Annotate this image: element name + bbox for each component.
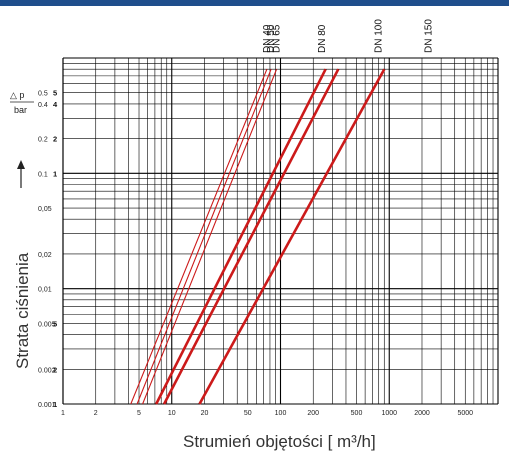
series-line-dn-80 bbox=[155, 68, 327, 405]
series-line-dn-40 bbox=[130, 68, 268, 405]
y-tick-label: 0,02 bbox=[38, 252, 52, 259]
series-label-dn-65: DN 65 bbox=[272, 24, 283, 53]
series-line-dn-65 bbox=[142, 68, 278, 405]
x-tick-label: 2000 bbox=[414, 410, 430, 417]
x-tick-label: 200 bbox=[307, 410, 319, 417]
x-tick-label: 5 bbox=[137, 410, 141, 417]
x-tick-label: 50 bbox=[244, 410, 252, 417]
y-tick-label-bold: 4 bbox=[53, 100, 58, 109]
x-tick-label: 500 bbox=[351, 410, 363, 417]
series-line-dn-50 bbox=[136, 68, 272, 405]
series-line-dn-100 bbox=[198, 68, 386, 405]
y-tick-label: 0.002 bbox=[38, 367, 56, 374]
up-arrow-icon bbox=[17, 160, 25, 188]
series-layer bbox=[130, 68, 386, 405]
y-axis-unit: bar bbox=[14, 105, 27, 115]
y-tick-label: 0,01 bbox=[38, 287, 52, 294]
series-label-dn-50: DN 50 bbox=[266, 24, 277, 53]
series-label-dn-80: DN 80 bbox=[317, 24, 328, 53]
y-tick-label: 0.4 bbox=[38, 102, 48, 109]
series-label-dn-100: DN 100 bbox=[374, 19, 385, 53]
x-tick-label: 1000 bbox=[382, 410, 398, 417]
x-axis-title: Strumień objętości [ m³/h] bbox=[183, 432, 376, 451]
y-tick-label-bold: 2 bbox=[53, 135, 57, 144]
y-tick-label-bold: 5 bbox=[53, 89, 57, 98]
series-line-unnamed-4 bbox=[162, 68, 340, 405]
y-tick-label: 0.2 bbox=[38, 137, 48, 144]
x-tick-label: 5000 bbox=[458, 410, 474, 417]
series-label-dn-150: DN 150 bbox=[424, 19, 435, 53]
x-tick-label: 2 bbox=[94, 410, 98, 417]
y-axis-symbol: △ p bar bbox=[10, 90, 34, 115]
y-tick-label-bold: 5 bbox=[53, 319, 57, 328]
y-tick-label: 0.1 bbox=[38, 171, 48, 178]
y-axis-delta-p: △ p bbox=[10, 90, 24, 100]
x-tick-label: 100 bbox=[275, 410, 287, 417]
series-label-dn-40: DN 40 bbox=[262, 24, 273, 53]
grid-major bbox=[62, 57, 499, 405]
x-tick-label: 20 bbox=[201, 410, 209, 417]
y-tick-label: 0.001 bbox=[38, 402, 56, 409]
y-tick-label: 0.5 bbox=[38, 91, 48, 98]
top-color-bar bbox=[0, 0, 509, 6]
y-tick-label-bold: 2 bbox=[53, 365, 57, 374]
y-tick-label-bold: 1 bbox=[53, 400, 57, 409]
y-tick-label: 0,05 bbox=[38, 206, 52, 213]
y-axis-title: Strata ciśnienia bbox=[13, 252, 32, 369]
x-tick-label: 10 bbox=[168, 410, 176, 417]
x-tick-label: 1 bbox=[61, 410, 65, 417]
labels-layer: 1 2 5 10 20 50 100 200 500 1000 2000 50000.00110.00… bbox=[38, 19, 473, 417]
y-tick-label-bold: 1 bbox=[53, 169, 57, 178]
y-tick-label: 0.005 bbox=[38, 321, 56, 328]
